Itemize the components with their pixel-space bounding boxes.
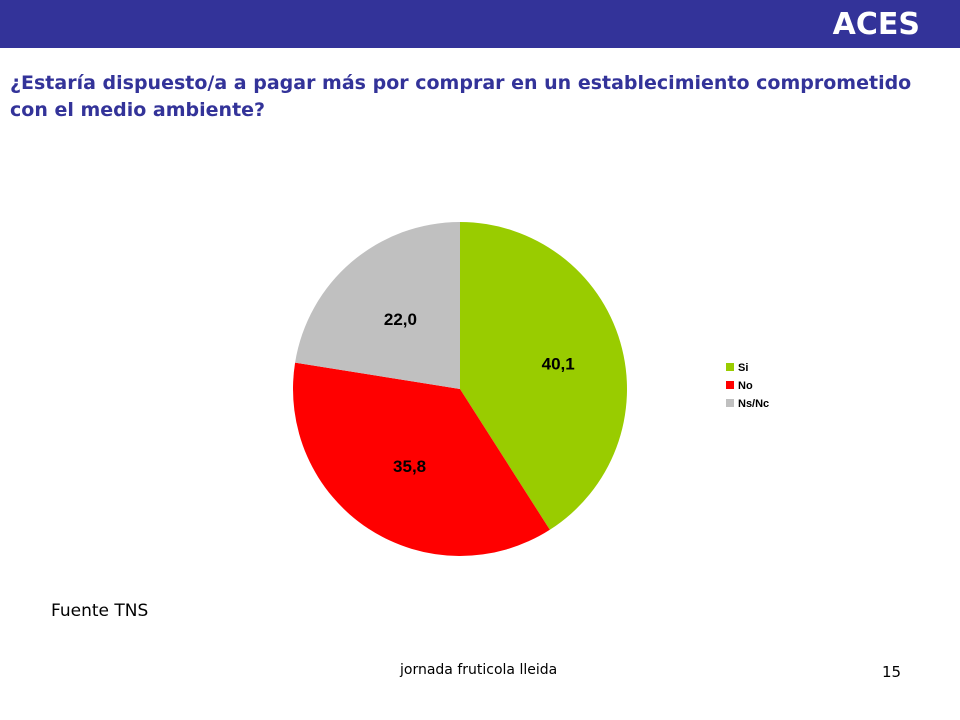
legend-swatch-no [726, 381, 734, 389]
pie-slices [293, 222, 627, 556]
header-bar [0, 0, 960, 48]
source-note: Fuente TNS [51, 601, 149, 621]
data-label-si: 40,1 [542, 354, 575, 373]
pie-slice-si [460, 222, 627, 530]
footer-text: jornada fruticola lleida [400, 662, 558, 678]
pie-slice-no [293, 362, 550, 556]
legend-label-ns-nc: Ns/Nc [738, 398, 769, 410]
page-number: 15 [882, 663, 902, 681]
legend-swatch-si [726, 363, 734, 371]
pie-slice-ns-nc [295, 222, 460, 389]
legend-swatch-ns-nc [726, 399, 734, 407]
legend-label-no: No [738, 380, 753, 392]
pie-labels: 40,1 35,8 22,0 [384, 310, 575, 476]
legend-label-si: Si [738, 362, 748, 374]
brand-title: ACES [832, 7, 920, 42]
legend: Si No Ns/Nc [726, 362, 769, 410]
data-label-ns-nc: 22,0 [384, 310, 417, 329]
data-label-no: 35,8 [393, 457, 426, 476]
chart-question: ¿Estaría dispuesto/a a pagar más por com… [10, 72, 912, 121]
